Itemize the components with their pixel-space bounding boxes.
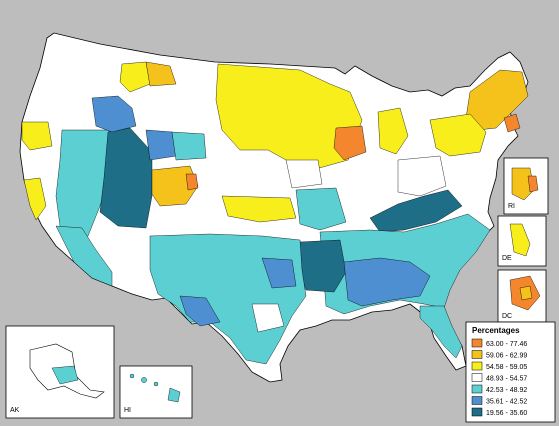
map-regions [21, 61, 529, 365]
legend-label: 63.00 - 77.46 [486, 341, 527, 348]
legend: Percentages 63.00 - 77.46 59.06 - 62.99 54… [465, 321, 556, 423]
region-florida-lightblue [419, 305, 463, 359]
region-oregon-yellow [21, 121, 53, 151]
region-wyoming-teal [171, 131, 207, 161]
legend-label: 48.93 - 54.57 [486, 376, 527, 383]
inset-de: DE [497, 215, 547, 267]
region-montana-yellow [119, 61, 151, 93]
legend-swatch [471, 384, 483, 394]
inset-dc-label: DC [502, 313, 512, 320]
inset-ak-label: AK [10, 407, 20, 414]
inset-de-label: DE [502, 255, 512, 262]
legend-swatch [471, 396, 483, 405]
inset-ri: RI [503, 157, 549, 215]
legend-label: 54.58 - 59.05 [486, 364, 527, 371]
region-california-lightblue [55, 225, 113, 287]
region-texas-blue [179, 295, 221, 327]
legend-swatch [471, 373, 483, 382]
legend-label: 19.56 - 35.60 [486, 410, 527, 417]
inset-ri-label: RI [508, 203, 515, 210]
region-wyoming-blue [145, 129, 177, 161]
region-ohio-white [397, 155, 447, 197]
inset-hi-label: HI [124, 407, 131, 414]
region-kansas-yellow [221, 195, 297, 223]
region-colorado-orange [185, 173, 199, 191]
legend-label: 59.06 - 62.99 [486, 353, 527, 360]
region-michigan-yellow [377, 107, 409, 155]
legend-swatch [471, 361, 483, 371]
region-utah-darkteal [99, 127, 153, 229]
inset-ak: AK [5, 325, 115, 419]
region-deep-south-blue [343, 257, 431, 307]
region-texas-white [251, 303, 285, 333]
region-boston-orange [503, 113, 521, 133]
region-iowa-white [285, 159, 323, 189]
inset-hi: HI [119, 365, 193, 419]
legend-swatch [471, 407, 483, 417]
region-arkansas-darkteal [297, 239, 347, 293]
region-wisconsin-orange [333, 125, 367, 161]
legend-title: Percentages [472, 326, 520, 335]
inset-dc: DC [497, 269, 547, 323]
legend-swatch [471, 350, 483, 359]
legend-label: 35.61 - 42.52 [486, 399, 527, 406]
legend-label: 42.53 - 48.92 [486, 387, 527, 394]
region-missouri-lightblue [295, 187, 347, 231]
region-california-yellow [23, 177, 47, 221]
region-newyork-yellow [429, 113, 487, 157]
legend-swatch [471, 338, 483, 348]
region-idaho-blue [91, 95, 137, 133]
region-texas-blue-east [261, 257, 297, 289]
region-montana-gold [145, 61, 177, 87]
